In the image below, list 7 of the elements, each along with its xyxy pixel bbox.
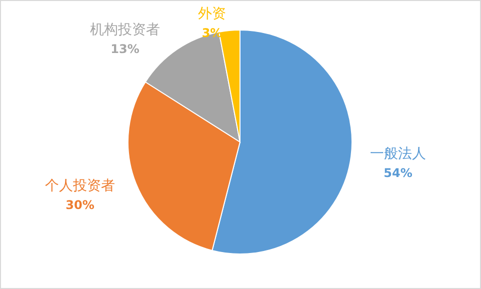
data-label: 13%: [110, 42, 140, 56]
slice-label: 个人投资者: [45, 178, 115, 194]
data-label: 54%: [384, 166, 412, 180]
data-label: 30%: [66, 198, 94, 212]
slice-label: 一般法人: [370, 146, 426, 162]
slice-label: 外资: [198, 6, 226, 22]
slice-label: 机构投资者: [90, 22, 160, 38]
